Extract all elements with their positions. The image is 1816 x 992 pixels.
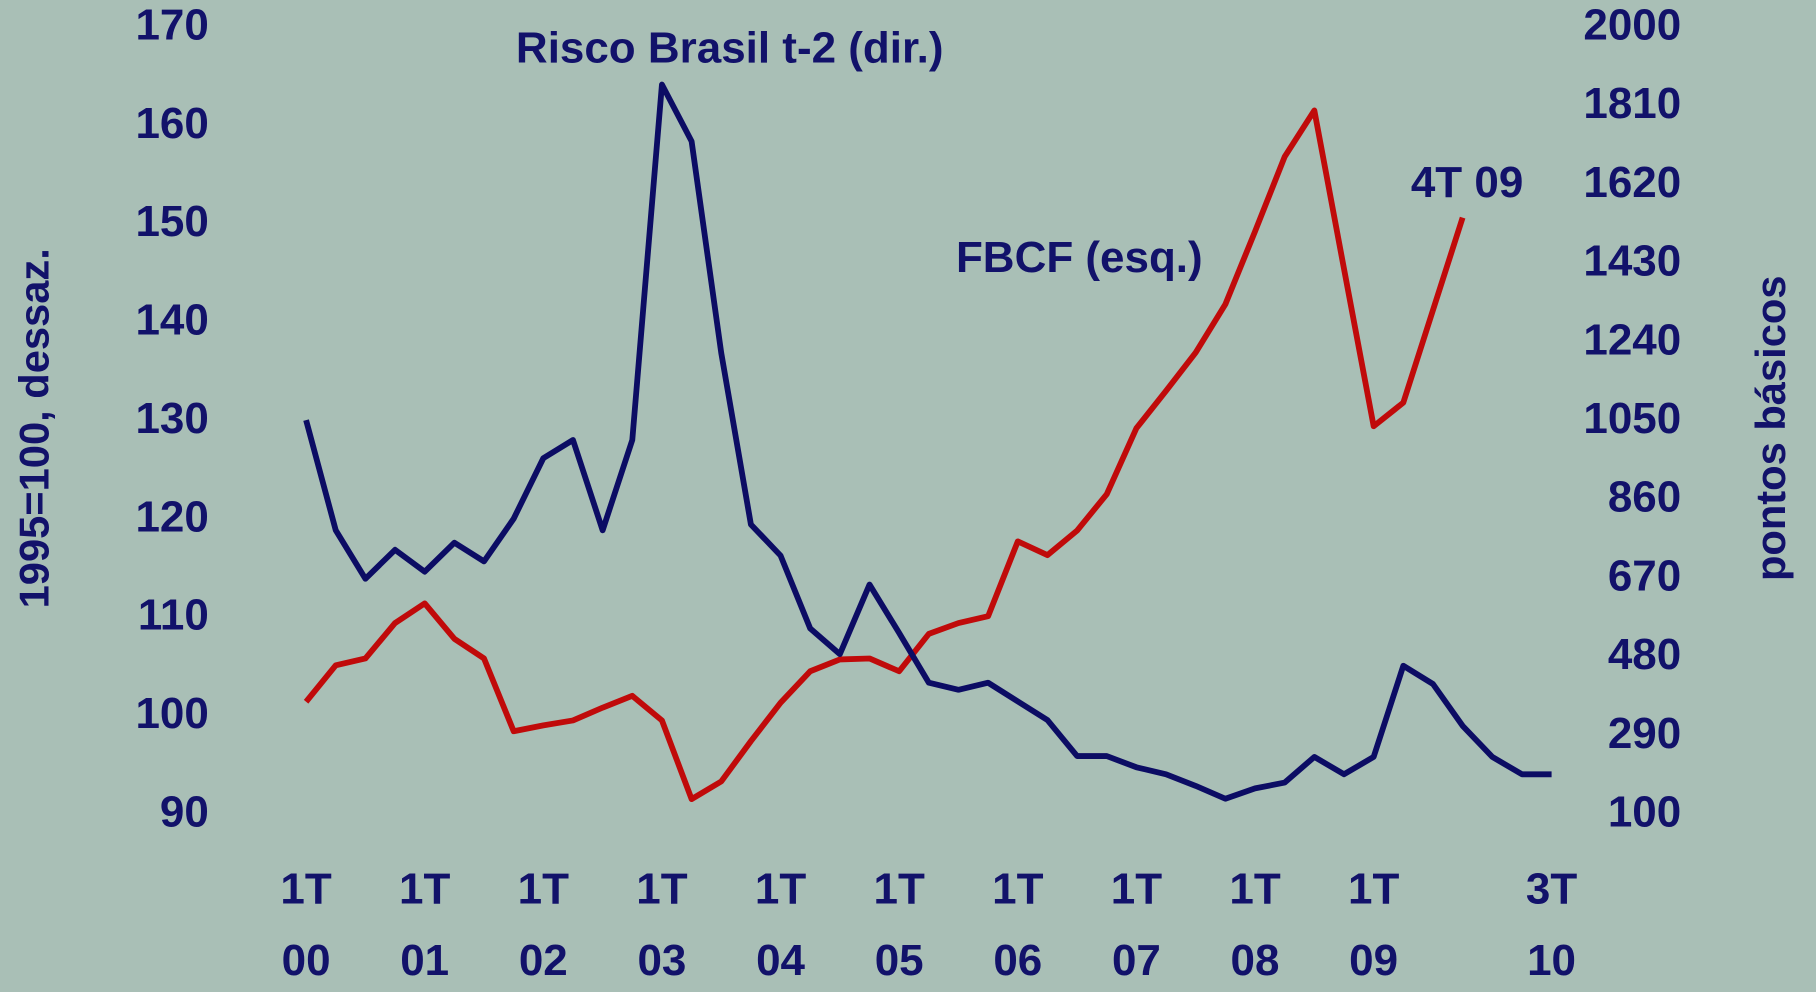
y2-tick-label: 290	[1608, 709, 1681, 758]
y2-tick-label: 1810	[1583, 79, 1681, 128]
y2-tick-label: 1240	[1583, 315, 1681, 364]
y2-tick-label: 1050	[1583, 394, 1681, 443]
y-tick-label: 160	[135, 99, 208, 148]
y-tick-label: 130	[135, 394, 208, 443]
y2-tick-label: 480	[1608, 630, 1681, 679]
y-axis-label: 1995=100, dessaz.	[11, 248, 58, 608]
y-tick-label: 140	[135, 296, 208, 345]
y2-tick-label: 100	[1608, 788, 1681, 837]
y2-tick-label: 860	[1608, 473, 1681, 522]
y2-tick-label: 1620	[1583, 158, 1681, 207]
annotation: Risco Brasil t-2 (dir.)	[516, 24, 944, 73]
background	[0, 0, 1815, 992]
y2-tick-label: 670	[1608, 551, 1681, 600]
y2-axis-label: pontos básicos	[1747, 276, 1794, 582]
chart: Risco Brasil t-2 (dir.) FBCF (esq.) 4T 0…	[0, 0, 1816, 992]
y2-tick-label: 1430	[1583, 237, 1681, 286]
y-tick-label: 120	[135, 492, 208, 541]
annotation: FBCF (esq.)	[956, 233, 1203, 282]
y-tick-label: 170	[135, 0, 208, 49]
y2-tick-label: 2000	[1583, 0, 1681, 49]
y-tick-label: 100	[135, 689, 208, 738]
y-tick-label: 90	[160, 788, 209, 837]
annotation: 4T 09	[1411, 158, 1523, 207]
y-tick-label: 150	[135, 197, 208, 246]
y-tick-label: 110	[138, 591, 209, 640]
